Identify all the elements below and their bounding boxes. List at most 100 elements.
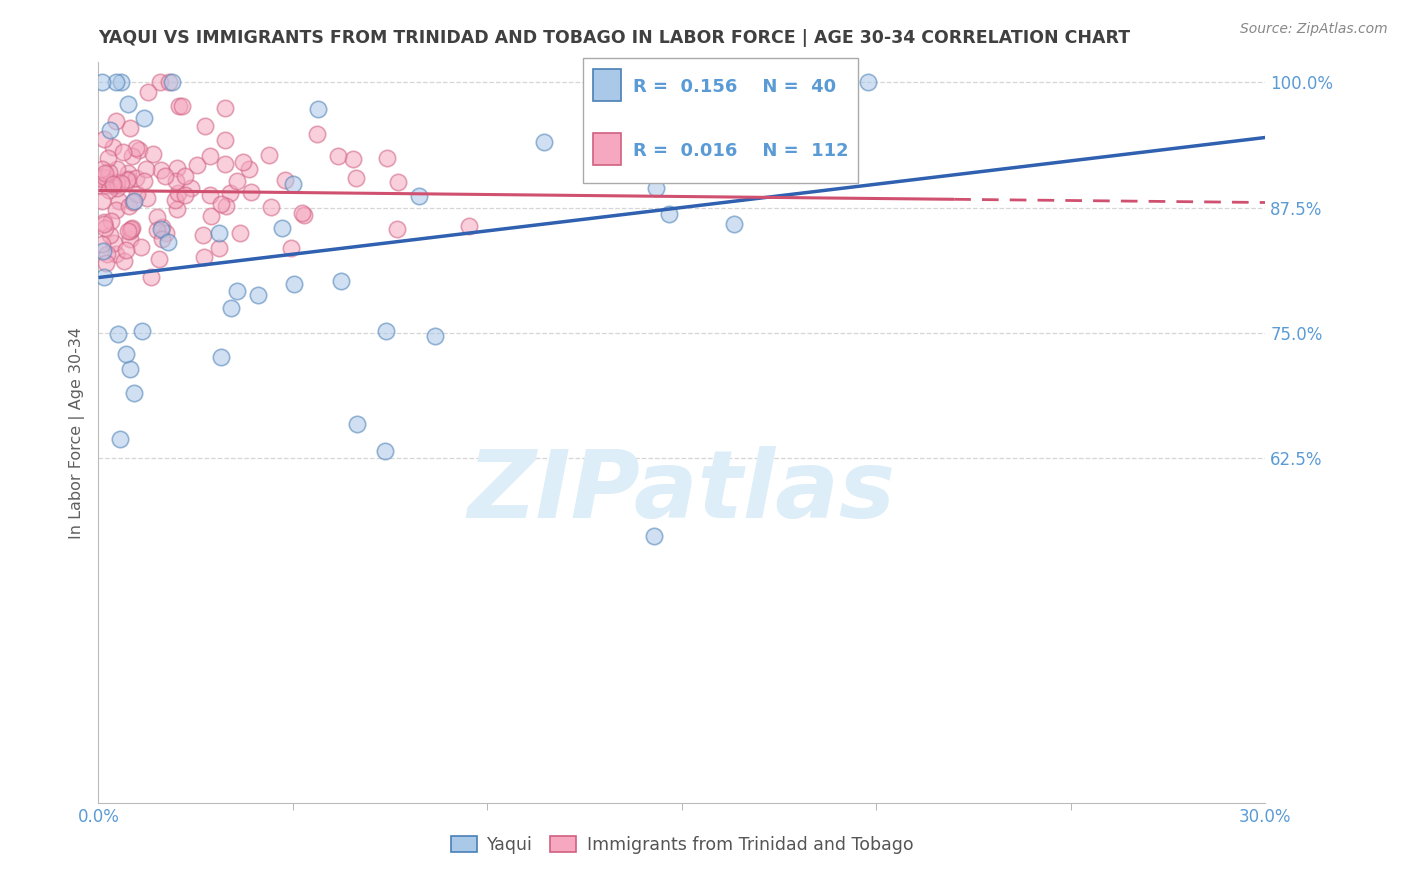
Point — [122, 194, 145, 208]
Point — [658, 206, 681, 220]
Point — [97, 165, 120, 179]
Point — [120, 224, 142, 238]
Point — [215, 199, 238, 213]
Point — [423, 329, 446, 343]
Point — [226, 174, 249, 188]
Point — [120, 232, 142, 246]
Point — [121, 148, 143, 162]
Point — [200, 188, 222, 202]
Point — [105, 162, 128, 177]
Point — [214, 133, 236, 147]
Point — [107, 181, 129, 195]
Point — [104, 247, 127, 261]
Point — [375, 151, 398, 165]
Point — [259, 200, 281, 214]
Point — [280, 241, 302, 255]
Point — [129, 239, 152, 253]
Point — [281, 177, 304, 191]
Text: Source: ZipAtlas.com: Source: ZipAtlas.com — [1240, 22, 1388, 37]
Point — [631, 87, 654, 101]
Point — [112, 253, 135, 268]
Point — [98, 123, 121, 137]
Point — [100, 176, 122, 190]
Point — [108, 194, 131, 209]
Point — [104, 114, 127, 128]
Point — [208, 226, 231, 240]
Point — [723, 217, 745, 231]
Point — [118, 362, 141, 376]
Point — [127, 187, 149, 202]
Text: R =  0.156    N =  40: R = 0.156 N = 40 — [633, 78, 835, 95]
Point — [165, 193, 187, 207]
Point — [387, 222, 409, 236]
Point — [98, 183, 121, 197]
Point — [458, 219, 481, 234]
Point — [344, 171, 367, 186]
Point — [91, 170, 114, 185]
Point — [165, 174, 187, 188]
Text: R =  0.016    N =  112: R = 0.016 N = 112 — [633, 142, 848, 160]
Text: YAQUI VS IMMIGRANTS FROM TRINIDAD AND TOBAGO IN LABOR FORCE | AGE 30-34 CORRELAT: YAQUI VS IMMIGRANTS FROM TRINIDAD AND TO… — [98, 29, 1130, 47]
Point — [342, 153, 364, 167]
Point — [93, 132, 115, 146]
Point — [149, 75, 172, 89]
Point — [148, 252, 170, 267]
Point — [645, 180, 668, 194]
Point — [150, 162, 173, 177]
Point — [101, 140, 124, 154]
Point — [135, 191, 157, 205]
Point — [157, 75, 180, 89]
Point — [103, 177, 125, 191]
Point — [149, 222, 172, 236]
Point — [145, 223, 167, 237]
Point — [125, 140, 148, 154]
Point — [247, 288, 270, 302]
Point — [121, 194, 143, 209]
Point — [131, 324, 153, 338]
Point — [283, 277, 305, 292]
Point — [91, 244, 114, 258]
Point — [209, 350, 232, 364]
Point — [194, 119, 217, 133]
Point — [125, 170, 148, 185]
Point — [229, 226, 252, 240]
Point — [387, 175, 409, 189]
Point — [118, 199, 141, 213]
Point — [94, 166, 117, 180]
Point — [121, 220, 143, 235]
Point — [115, 172, 138, 186]
Point — [91, 179, 114, 194]
Point — [374, 324, 396, 338]
Point — [128, 143, 150, 157]
Text: ZIPatlas: ZIPatlas — [468, 446, 896, 538]
Point — [240, 185, 263, 199]
Point — [136, 86, 159, 100]
Point — [115, 347, 138, 361]
Point — [408, 189, 430, 203]
Point — [193, 251, 215, 265]
Point — [374, 444, 396, 458]
Point — [132, 111, 155, 125]
Point — [274, 173, 297, 187]
Point — [105, 175, 128, 189]
Point — [117, 172, 139, 186]
Point — [118, 120, 141, 135]
Point — [170, 99, 193, 113]
Point — [96, 246, 118, 260]
Point — [108, 432, 131, 446]
Point — [107, 326, 129, 341]
Point — [292, 208, 315, 222]
Point — [100, 214, 122, 228]
Point — [103, 236, 125, 251]
Point — [238, 161, 260, 176]
Point — [117, 166, 139, 180]
Point — [155, 226, 177, 240]
Point — [150, 232, 173, 246]
Point — [146, 210, 169, 224]
Point — [139, 270, 162, 285]
Point — [305, 127, 328, 141]
Point — [150, 220, 173, 235]
Point — [122, 386, 145, 401]
Point — [214, 101, 236, 115]
Point — [93, 218, 115, 232]
